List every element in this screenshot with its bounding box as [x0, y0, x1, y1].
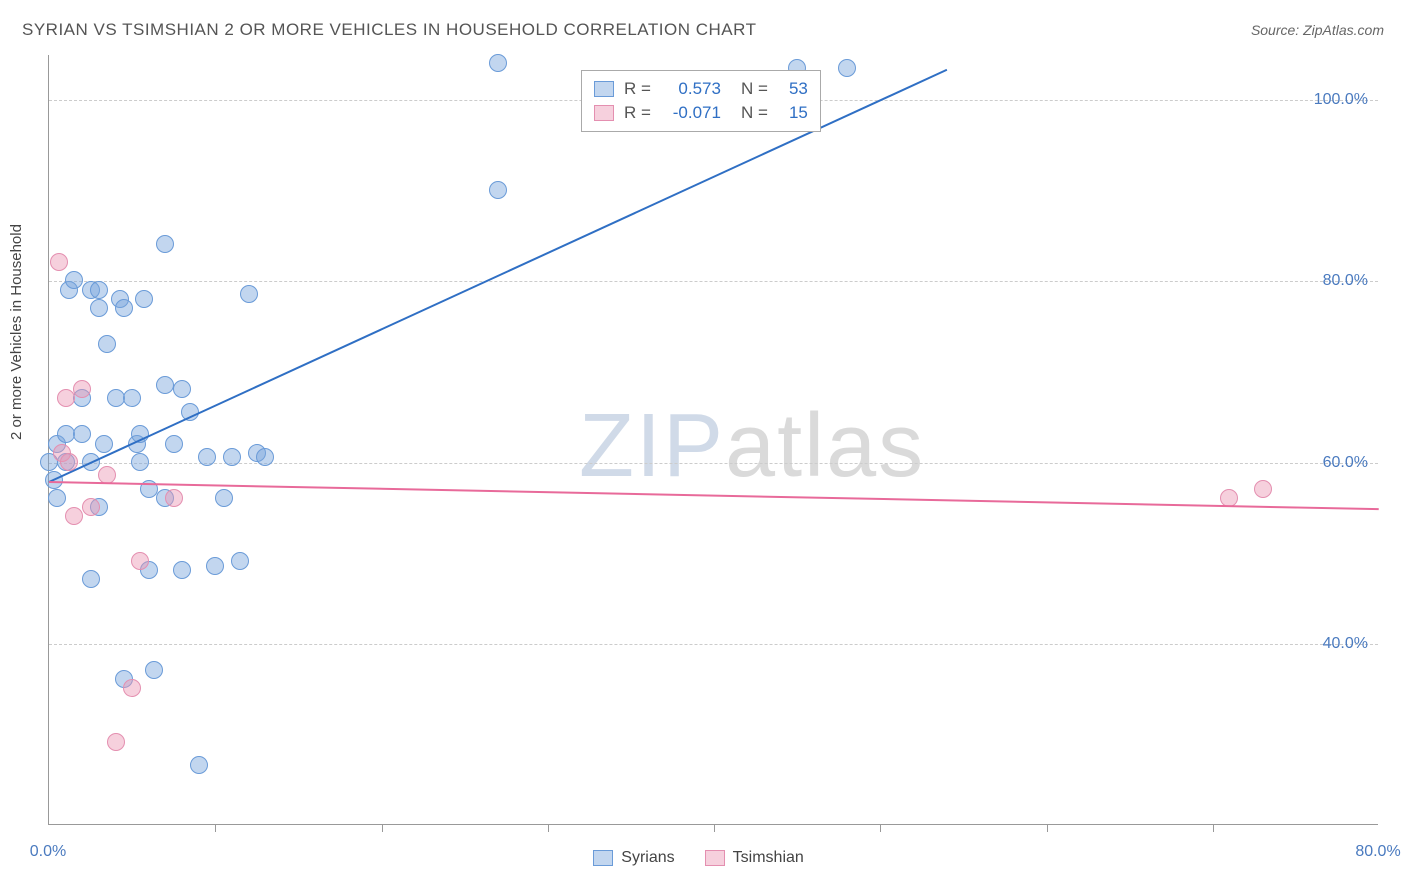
- data-point: [107, 733, 125, 751]
- data-point: [489, 54, 507, 72]
- data-point: [65, 507, 83, 525]
- data-point: [165, 435, 183, 453]
- data-point: [256, 448, 274, 466]
- legend-swatch: [593, 850, 613, 866]
- watermark-atlas: atlas: [725, 396, 925, 496]
- r-label: R =: [624, 79, 651, 99]
- legend-swatch: [594, 81, 614, 97]
- r-value: 0.573: [661, 79, 721, 99]
- data-point: [82, 570, 100, 588]
- x-tick: [880, 824, 881, 832]
- data-point: [215, 489, 233, 507]
- data-point: [123, 389, 141, 407]
- data-point: [156, 376, 174, 394]
- data-point: [95, 435, 113, 453]
- data-point: [48, 489, 66, 507]
- legend-swatch: [594, 105, 614, 121]
- legend-swatch: [705, 850, 725, 866]
- data-point: [65, 271, 83, 289]
- stats-legend-row: R = 0.573 N = 53: [594, 77, 808, 101]
- data-point: [206, 557, 224, 575]
- title-bar: SYRIAN VS TSIMSHIAN 2 OR MORE VEHICLES I…: [22, 20, 1384, 40]
- data-point: [57, 425, 75, 443]
- legend-item: Tsimshian: [705, 849, 804, 867]
- data-point: [838, 59, 856, 77]
- watermark-zip: ZIP: [579, 396, 725, 496]
- stats-legend: R = 0.573 N = 53 R = -0.071 N = 15: [581, 70, 821, 132]
- source-label: Source: ZipAtlas.com: [1251, 22, 1384, 38]
- data-point: [489, 181, 507, 199]
- data-point: [240, 285, 258, 303]
- r-label: R =: [624, 103, 651, 123]
- data-point: [135, 290, 153, 308]
- watermark: ZIPatlas: [579, 395, 925, 498]
- x-tick: [1047, 824, 1048, 832]
- data-point: [165, 489, 183, 507]
- data-point: [145, 661, 163, 679]
- data-point: [1254, 480, 1272, 498]
- data-point: [90, 299, 108, 317]
- data-point: [98, 335, 116, 353]
- x-tick: [548, 824, 549, 832]
- n-value: 15: [778, 103, 808, 123]
- data-point: [231, 552, 249, 570]
- gridline: [49, 463, 1378, 464]
- plot-area: ZIPatlas 40.0% 60.0% 80.0% 100.0% R = 0.573 N …: [48, 55, 1378, 825]
- data-point: [57, 389, 75, 407]
- x-tick: [714, 824, 715, 832]
- x-tick-label: 0.0%: [30, 843, 66, 861]
- n-value: 53: [778, 79, 808, 99]
- x-tick: [215, 824, 216, 832]
- series-legend: Syrians Tsimshian: [593, 849, 804, 867]
- trend-line: [49, 481, 1379, 510]
- x-tick: [382, 824, 383, 832]
- n-label: N =: [741, 79, 768, 99]
- chart-title: SYRIAN VS TSIMSHIAN 2 OR MORE VEHICLES I…: [22, 20, 756, 40]
- y-axis-label: 2 or more Vehicles in Household: [8, 224, 25, 440]
- data-point: [198, 448, 216, 466]
- data-point: [223, 448, 241, 466]
- data-point: [73, 380, 91, 398]
- data-point: [107, 389, 125, 407]
- data-point: [115, 299, 133, 317]
- y-tick-label: 80.0%: [1323, 272, 1368, 290]
- y-tick-label: 100.0%: [1314, 91, 1368, 109]
- x-tick-label: 80.0%: [1355, 843, 1400, 861]
- data-point: [82, 498, 100, 516]
- y-tick-label: 40.0%: [1323, 635, 1368, 653]
- legend-label: Tsimshian: [733, 849, 804, 867]
- gridline: [49, 281, 1378, 282]
- data-point: [190, 756, 208, 774]
- legend-label: Syrians: [621, 849, 674, 867]
- legend-item: Syrians: [593, 849, 674, 867]
- data-point: [123, 679, 141, 697]
- data-point: [173, 380, 191, 398]
- r-value: -0.071: [661, 103, 721, 123]
- n-label: N =: [741, 103, 768, 123]
- y-tick-label: 60.0%: [1323, 454, 1368, 472]
- data-point: [60, 453, 78, 471]
- gridline: [49, 644, 1378, 645]
- data-point: [73, 425, 91, 443]
- data-point: [173, 561, 191, 579]
- data-point: [131, 453, 149, 471]
- data-point: [156, 235, 174, 253]
- stats-legend-row: R = -0.071 N = 15: [594, 101, 808, 125]
- data-point: [50, 253, 68, 271]
- data-point: [90, 281, 108, 299]
- data-point: [131, 552, 149, 570]
- x-tick: [1213, 824, 1214, 832]
